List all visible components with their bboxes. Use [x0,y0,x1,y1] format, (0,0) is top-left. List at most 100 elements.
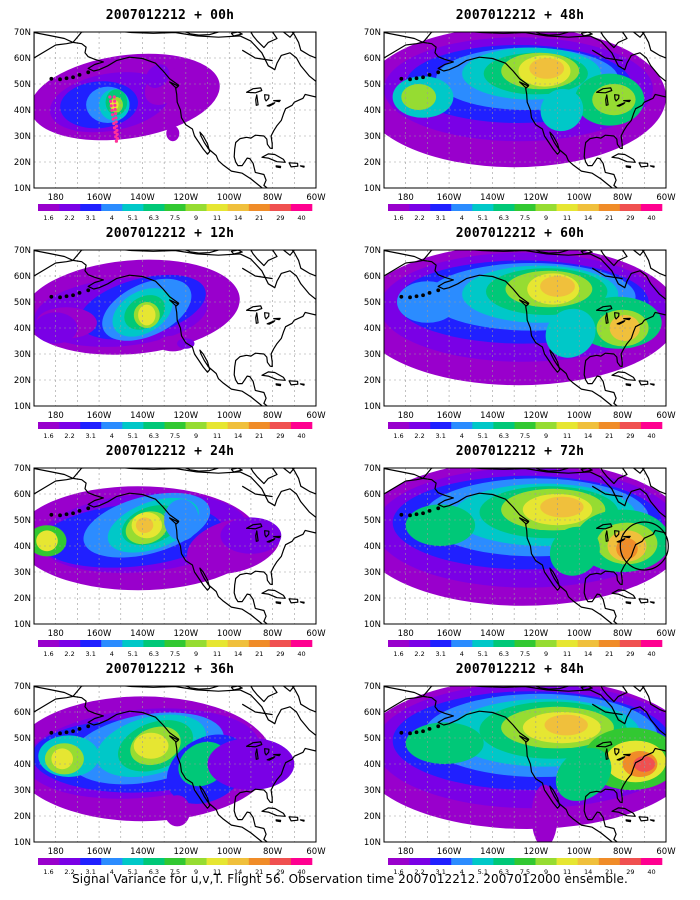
longitude-label: 60W [306,193,326,203]
colorbar-swatch [535,858,557,865]
longitude-label: 140W [480,629,505,639]
colorbar-label: 5.1 [478,650,488,658]
colorbar-label: 9 [194,868,198,876]
variance-contour [405,504,476,546]
colorbar-label: 14 [234,868,242,876]
colorbar-label: 40 [297,432,305,440]
map-panel-84h: 2007012212 + 84h 70N 60N 50N 40N 30N 20N 10N 18… [350,662,690,880]
colorbar-label: 6.3 [149,432,159,440]
colorbar-swatch [514,640,536,647]
longitude-label: 180 [398,847,414,857]
variance-contour [164,795,191,827]
variance-contour [138,304,156,326]
colorbar-label: 11 [213,868,221,876]
latitude-label: 60N [364,708,381,718]
colorbar-swatch [122,204,144,211]
colorbar-swatch [472,858,494,865]
colorbar-swatch [248,640,271,647]
colorbar-label: 2.2 [414,868,424,876]
colorbar-swatch [598,204,621,211]
longitude-label: 120W [174,847,199,857]
variance-map: 70N 60N 50N 40N 30N 20N 10N 180 160W 140W 120W 100W… [364,246,676,440]
colorbar-label: 4 [110,214,114,222]
longitude-label: 80W [263,847,283,857]
colorbar-swatch [640,204,663,211]
colorbar-label: 6.3 [149,214,159,222]
longitude-label: 140W [130,629,155,639]
colorbar-label: 14 [234,432,242,440]
colorbar-label: 21 [605,432,613,440]
latitude-label: 30N [364,786,381,796]
longitude-label: 80W [263,629,283,639]
colorbar-swatch [248,204,271,211]
colorbar-label: 3.1 [86,650,96,658]
longitude-label: 120W [174,629,199,639]
colorbar-swatch [535,422,557,429]
map-frame [383,467,667,625]
variance-map: 70N 60N 50N 40N 30N 20N 10N 180 160W 140W 120W 100W… [14,28,326,222]
longitude-label: 160W [87,847,112,857]
latitude-label: 70N [14,464,31,474]
colorbar-swatch [556,640,578,647]
longitude-label: 60W [306,411,326,421]
panel-title: 2007012212 + 48h [455,8,585,23]
colorbar-label: 40 [297,868,305,876]
longitude-label: 60W [306,629,326,639]
colorbar-label: 21 [255,650,263,658]
latitude-label: 60N [364,272,381,282]
panel-title: 2007012212 + 36h [105,662,235,677]
latitude-label: 40N [14,106,31,116]
colorbar-swatch [388,858,410,865]
longitude-label: 100W [567,193,592,203]
colorbar-label: 2.2 [414,650,424,658]
colorbar-swatch [577,204,600,211]
colorbar-label: 2.2 [64,868,74,876]
colorbar-label: 7.5 [520,650,530,658]
latitude-label: 40N [14,542,31,552]
colorbar-label: 5.1 [128,868,138,876]
longitude-label: 160W [437,847,462,857]
colorbar-swatch [619,640,642,647]
colorbar-swatch [59,422,81,429]
map-frame [33,249,317,407]
colorbar-swatch [430,858,452,865]
latitude-label: 10N [364,838,381,848]
colorbar-label: 4 [110,868,114,876]
longitude-label: 100W [217,629,242,639]
colorbar-swatch [143,204,165,211]
map-frame [383,685,667,843]
variance-contour [401,84,437,110]
colorbar-label: 4 [460,432,464,440]
colorbar-swatch [514,858,536,865]
longitude-label: 60W [656,629,676,639]
latitude-label: 10N [364,402,381,412]
map-frame [383,31,667,189]
variance-contour [166,125,180,142]
colorbar-swatch [640,858,663,865]
panel-title: 2007012212 + 84h [455,662,585,677]
colorbar-label: 11 [563,214,571,222]
colorbar-label: 40 [647,650,655,658]
variance-map: 70N 60N 50N 40N 30N 20N 10N 180 160W 140W 120W 100W… [364,28,676,222]
longitude-label: 60W [656,411,676,421]
longitude-label: 60W [656,847,676,857]
colorbar-swatch [227,204,250,211]
map-panel-00h: 2007012212 + 00h 70N 60N 50N 40N 30N 20N 10N 18… [0,8,340,226]
variance-contour [135,517,154,533]
colorbar-swatch [451,858,473,865]
colorbar-label: 40 [297,214,305,222]
latitude-label: 60N [14,490,31,500]
longitude-label: 100W [217,193,242,203]
colorbar-swatch [248,422,271,429]
colorbar-swatch [290,204,313,211]
colorbar-swatch [640,640,663,647]
coastline [34,686,316,842]
variance-map: 70N 60N 50N 40N 30N 20N 10N 180 160W 140W 120W 100W… [364,464,676,658]
latitude-label: 50N [364,734,381,744]
colorbar-label: 3.1 [86,432,96,440]
colorbar-swatch [206,640,228,647]
colorbar-swatch [248,858,271,865]
latitude-label: 40N [14,760,31,770]
longitude-label: 180 [48,411,64,421]
colorbar-swatch [227,422,250,429]
